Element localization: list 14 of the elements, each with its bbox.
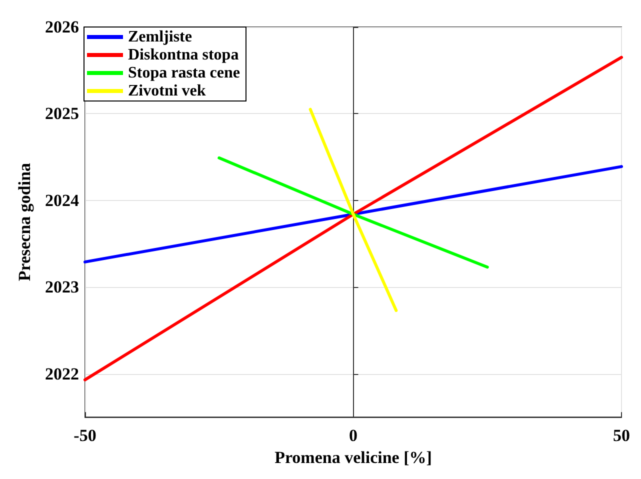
x-tick-label: 0 (349, 426, 358, 446)
y-tick-label: 2024 (45, 190, 80, 210)
y-tick-label: 2025 (45, 104, 79, 124)
legend-label: Stopa rasta cene (128, 64, 240, 82)
y-tick-label: 2026 (45, 18, 79, 36)
legend-label: Diskontna stopa (128, 46, 239, 64)
y-tick-label: 2023 (45, 278, 79, 297)
x-axis-title: Promena velicine [%] (274, 448, 432, 467)
legend-label: Zemljiste (128, 28, 192, 46)
y-tick-label: 2022 (45, 364, 79, 384)
legend-label: Zivotni vek (128, 82, 206, 100)
x-tick-label: 50 (613, 426, 630, 446)
y-axis-title: Presecna godina (15, 162, 34, 282)
x-tick-label: -50 (74, 426, 96, 446)
